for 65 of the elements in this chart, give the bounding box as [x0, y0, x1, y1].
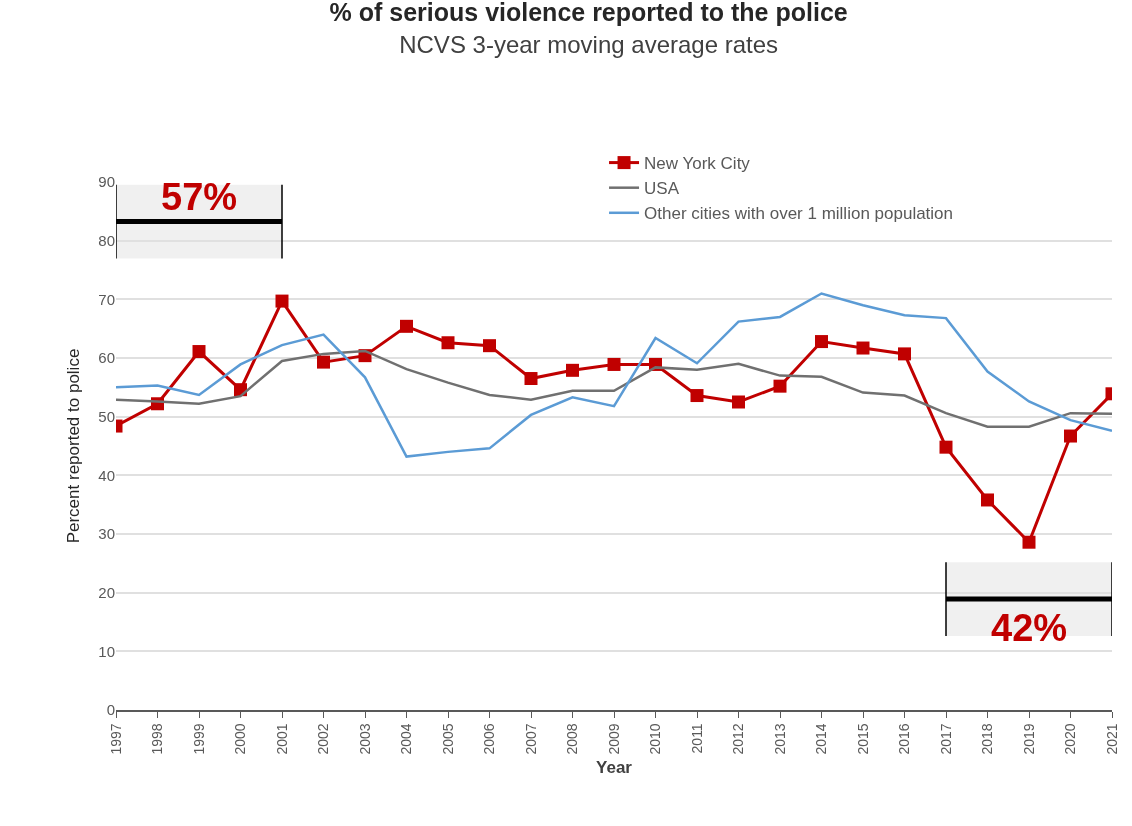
- x-tick-label: 1997: [107, 723, 124, 755]
- point: [856, 341, 870, 355]
- y-tick-label: 60: [98, 349, 115, 367]
- x-tick-label: 1998: [149, 723, 166, 755]
- y-tick-label: 20: [98, 583, 115, 601]
- x-tick-label: 2013: [771, 723, 788, 755]
- point: [1022, 535, 1036, 549]
- band-label: 42%: [991, 607, 1068, 649]
- point: [317, 355, 330, 369]
- x-tick-label: 2002: [315, 723, 332, 755]
- point: [483, 339, 496, 353]
- x-tick-label: 2011: [688, 723, 705, 754]
- y-tick-label: 80: [98, 231, 115, 249]
- point: [400, 319, 413, 333]
- point: [939, 440, 953, 454]
- x-tick-label: 2016: [896, 723, 913, 755]
- x-tick-label: 1999: [190, 723, 207, 755]
- legend-label: USA: [644, 179, 680, 199]
- point: [1064, 429, 1077, 443]
- band-label: 57%: [161, 176, 238, 218]
- legend-label: Other cities with over 1 million population: [644, 204, 954, 224]
- chart-subtitle: NCVS 3-year moving average rates: [399, 31, 779, 59]
- point: [607, 357, 621, 371]
- y-tick-label: 30: [98, 525, 115, 543]
- x-tick-label: 2001: [273, 723, 290, 755]
- point: [524, 372, 538, 386]
- point: [773, 379, 787, 393]
- x-tick-label: 2018: [979, 723, 996, 755]
- x-axis-title: Year: [596, 758, 633, 778]
- x-tick-label: 2012: [730, 723, 747, 755]
- x-tick-label: 2008: [564, 723, 581, 755]
- point: [275, 294, 289, 308]
- y-tick-label: 90: [98, 173, 115, 191]
- y-tick-label: 0: [106, 701, 115, 719]
- x-tick-label: 2007: [522, 723, 539, 755]
- x-tick-label: 2005: [439, 723, 456, 755]
- legend-label: New York City: [644, 154, 751, 174]
- point: [898, 347, 911, 361]
- x-tick-label: 2003: [356, 723, 373, 755]
- point: [690, 389, 704, 403]
- point: [441, 336, 455, 350]
- x-tick-label: 2020: [1062, 723, 1079, 755]
- x-tick-label: 2009: [605, 723, 622, 755]
- point: [981, 493, 994, 507]
- point: [815, 335, 828, 349]
- x-tick-label: 2010: [647, 723, 664, 755]
- point: [566, 363, 579, 377]
- y-axis-title: Percent reported to police: [63, 348, 83, 544]
- x-tick-label: 2017: [937, 723, 954, 755]
- y-tick-label: 50: [98, 407, 115, 425]
- y-tick-label: 10: [98, 642, 115, 660]
- line-series: [116, 292, 1112, 458]
- chart-title: % of serious violence reported to the police: [329, 0, 848, 26]
- y-tick-label: 40: [98, 466, 115, 484]
- point: [192, 345, 206, 359]
- x-tick-label: 2015: [854, 723, 871, 755]
- y-tick-label: 70: [98, 290, 115, 308]
- x-tick-label: 2021: [1103, 723, 1120, 755]
- x-tick-label: 2000: [232, 723, 249, 755]
- x-tick-label: 2019: [1020, 723, 1037, 755]
- x-tick-label: 2004: [398, 723, 415, 755]
- point: [732, 395, 745, 409]
- x-tick-label: 2014: [813, 723, 830, 755]
- line-series: [116, 349, 1112, 428]
- x-tick-label: 2006: [481, 723, 498, 755]
